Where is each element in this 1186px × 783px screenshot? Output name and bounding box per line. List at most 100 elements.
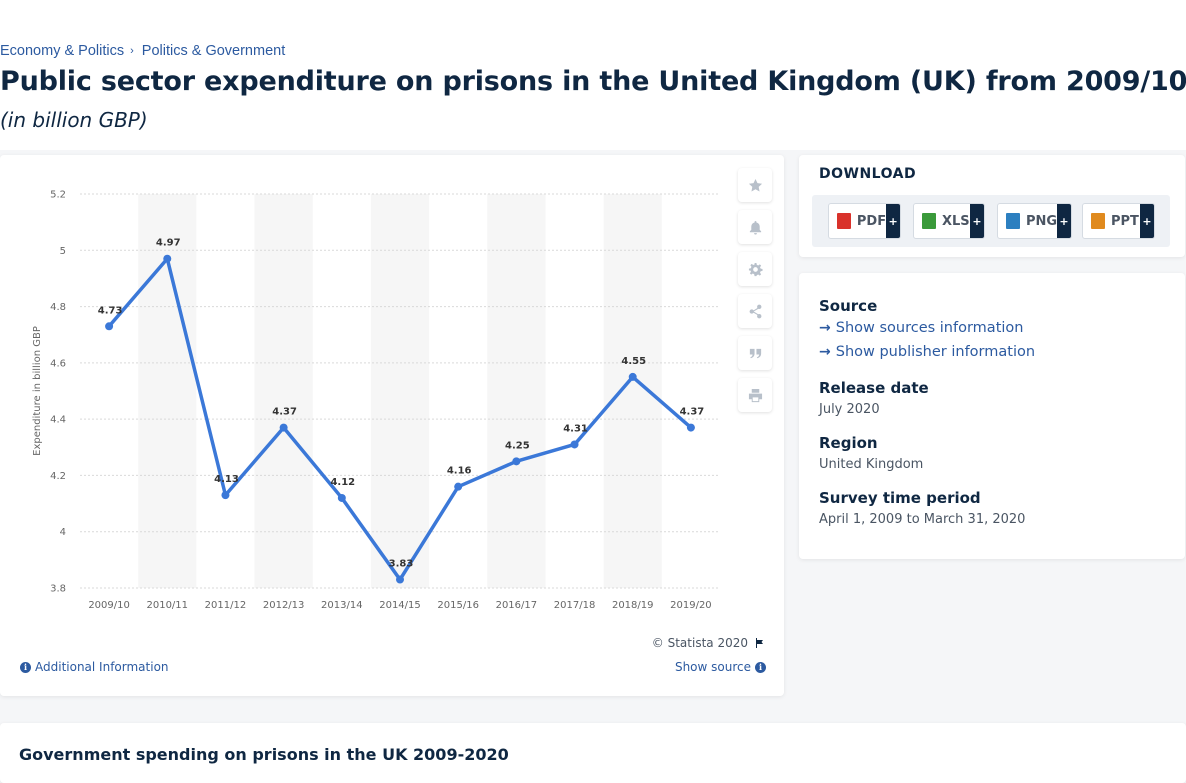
arrow-right-icon: → [819,344,831,360]
breadcrumb: Economy & Politics › Politics & Governme… [0,43,285,59]
arrow-right-icon: → [819,320,831,336]
download-pdf-label: PDF [856,213,887,229]
x-tick-label: 2019/20 [670,600,712,611]
y-tick-label: 4.4 [50,415,66,426]
chart-card: 5.2 5 4.8 4.6 4.4 4.2 4 3.8 2009/10 2010/11 2011/1… [0,155,784,696]
description-card: Government spending on prisons in the UK… [0,723,1186,783]
breadcrumb-link-politics-government[interactable]: Politics & Government [141,43,286,59]
download-xls-button[interactable]: XLS + [913,203,985,239]
column-band [603,194,662,588]
info-icon: i [20,661,31,673]
download-title: DOWNLOAD [819,166,917,182]
page-title: Public sector expenditure on prisons in … [0,66,1186,97]
data-label: 4.97 [156,238,181,249]
additional-information-link[interactable]: i Additional Information [20,660,169,674]
show-source-label: Show source [674,660,751,674]
description-title: Government spending on prisons in the UK… [19,745,509,764]
settings-button[interactable] [738,252,772,286]
chevron-right-icon: › [130,45,134,57]
x-tick-label: 2013/14 [321,600,363,611]
data-label: 4.12 [330,477,355,488]
data-point [686,423,695,432]
x-tick-label: 2009/10 [88,600,130,611]
show-sources-link[interactable]: → Show sources information [819,320,1023,336]
data-point [163,254,172,263]
flag-icon[interactable] [754,637,766,649]
download-xls-label: XLS [942,213,970,229]
star-icon [748,178,762,191]
x-tick-label: 2018/19 [612,600,654,611]
download-card: DOWNLOAD PDF + XLS + PNG + PPT + [799,155,1185,257]
page-header [0,0,1186,150]
copyright-text: © Statista 2020 [651,636,748,650]
data-label: 4.31 [563,423,588,434]
show-publisher-label: Show publisher information [835,344,1036,360]
plus-icon: + [1057,204,1071,238]
column-band [487,194,546,588]
plus-icon: + [970,204,984,238]
x-tick-label: 2014/15 [379,600,421,611]
data-point [105,322,114,331]
x-tick-label: 2010/11 [146,600,188,611]
info-icon: i [755,661,766,673]
pdf-file-icon [837,213,851,229]
data-label: 4.13 [214,474,239,485]
data-label: 4.73 [98,305,123,316]
png-file-icon [1006,213,1020,229]
data-label: 4.25 [505,440,530,451]
favorite-button[interactable] [738,168,772,202]
print-button[interactable] [738,378,772,412]
y-tick-label: 4.2 [50,471,66,482]
x-tick-label: 2015/16 [437,600,479,611]
xls-file-icon [922,213,936,229]
additional-information-label: Additional Information [35,660,169,674]
column-band [138,194,197,588]
y-tick-label: 4.6 [50,358,66,369]
release-date-heading: Release date [819,379,929,397]
copyright-notice: © Statista 2020 [652,636,766,650]
bell-icon [749,220,761,235]
region-value: United Kingdom [819,457,924,472]
y-tick-label: 5.2 [50,190,66,201]
y-tick-label: 3.8 [50,584,66,595]
survey-period-heading: Survey time period [819,489,981,507]
y-tick-label: 5 [60,246,66,257]
show-publisher-link[interactable]: → Show publisher information [819,344,1035,360]
download-png-label: PNG [1025,213,1058,229]
chart-toolbar [738,168,772,420]
data-point [512,457,521,466]
share-icon [749,304,761,318]
line-chart: 5.2 5 4.8 4.6 4.4 4.2 4 3.8 2009/10 2010/11 2011/1… [32,190,720,611]
data-label: 3.83 [389,559,414,570]
data-label: 4.37 [272,407,297,418]
ppt-file-icon [1091,213,1105,229]
y-tick-label: 4.8 [50,302,66,313]
show-source-link[interactable]: Show source i [675,660,766,674]
plus-icon: + [1140,204,1154,238]
column-band [254,194,313,588]
data-point [279,423,288,432]
data-point [570,440,579,449]
download-ppt-label: PPT [1111,213,1139,229]
data-point [454,482,463,491]
data-point [221,491,230,500]
cite-button[interactable] [738,336,772,370]
breadcrumb-link-economy-politics[interactable]: Economy & Politics [0,43,125,59]
page-subtitle: (in billion GBP) [0,108,148,132]
download-pdf-button[interactable]: PDF + [828,203,901,239]
show-sources-label: Show sources information [835,320,1024,336]
column-band [370,194,430,588]
gear-icon [748,262,763,276]
y-axis-title: Expenditure in billion GBP [32,326,43,456]
data-label: 4.37 [680,407,705,418]
statistic-info-card: Source → Show sources information → Show… [799,273,1185,559]
download-png-button[interactable]: PNG + [997,203,1072,239]
survey-period-value: April 1, 2009 to March 31, 2020 [819,512,1026,527]
quote-icon [749,348,761,358]
share-button[interactable] [738,294,772,328]
region-heading: Region [819,434,878,452]
print-icon [748,388,762,402]
download-ppt-button[interactable]: PPT + [1082,203,1155,239]
notification-button[interactable] [738,210,772,244]
data-point [337,493,346,502]
